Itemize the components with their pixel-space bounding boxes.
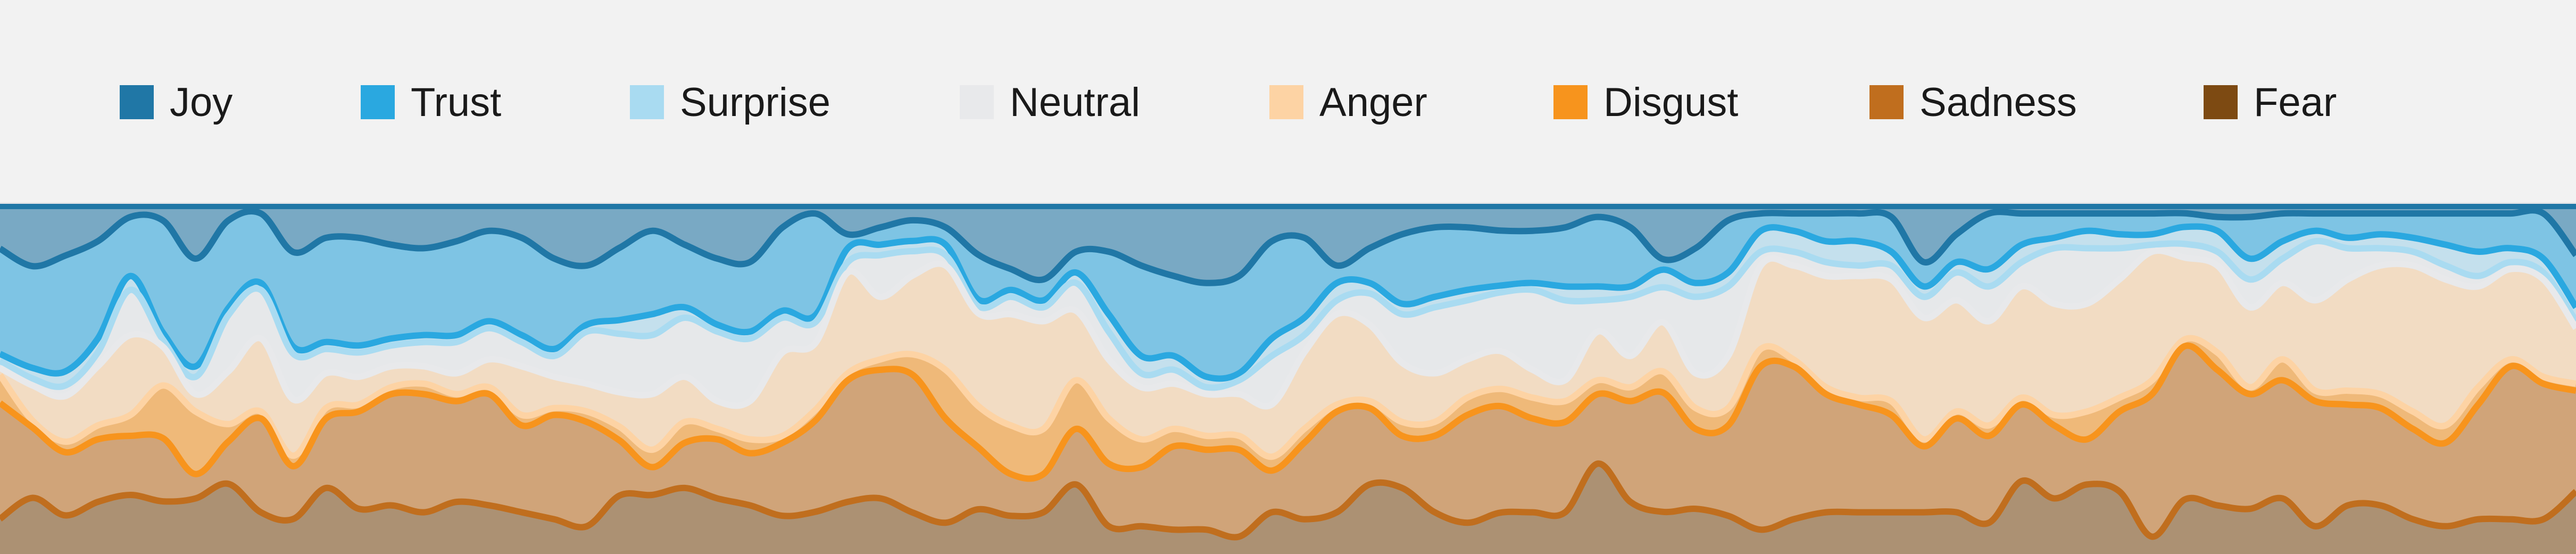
stream-boundary-sadness bbox=[0, 460, 2576, 541]
legend: Joy Trust Surprise Neutral Anger Disgust… bbox=[0, 0, 2576, 202]
legend-label-trust: Trust bbox=[411, 80, 502, 125]
stream-area-neutral[interactable] bbox=[0, 241, 2576, 407]
stream-area-disgust[interactable] bbox=[0, 338, 2576, 479]
stream-boundary-joy bbox=[0, 207, 2576, 286]
legend-swatch-neutral bbox=[960, 85, 994, 119]
stream-boundary-trust bbox=[0, 223, 2576, 382]
legend-swatch-sadness bbox=[1869, 85, 1904, 119]
stream-area-fear[interactable] bbox=[0, 464, 2576, 554]
legend-swatch-surprise bbox=[630, 85, 664, 119]
legend-swatch-disgust bbox=[1553, 85, 1588, 119]
legend-swatch-fear bbox=[2204, 85, 2238, 119]
stream-layers bbox=[0, 206, 2576, 554]
legend-label-neutral: Neutral bbox=[1010, 80, 1140, 125]
legend-label-disgust: Disgust bbox=[1603, 80, 1739, 125]
stream-area-sadness[interactable] bbox=[0, 345, 2576, 538]
legend-swatch-joy bbox=[120, 85, 154, 119]
legend-label-joy: Joy bbox=[170, 80, 233, 125]
stream-plot bbox=[0, 202, 2576, 554]
stream-boundary-anger bbox=[0, 335, 2576, 460]
legend-swatch-anger bbox=[1269, 85, 1303, 119]
stream-area-trust[interactable] bbox=[0, 210, 2576, 379]
legend-label-sadness: Sadness bbox=[1919, 80, 2077, 125]
stream-area-joy[interactable] bbox=[0, 206, 2576, 283]
legend-label-surprise: Surprise bbox=[680, 80, 830, 125]
legend-label-fear: Fear bbox=[2254, 80, 2337, 125]
legend-swatch-trust bbox=[361, 85, 395, 119]
stream-boundary-neutral bbox=[0, 247, 2576, 410]
stream-boundary-surprise bbox=[0, 237, 2576, 391]
stream-boundary-disgust bbox=[0, 342, 2576, 482]
legend-label-anger: Anger bbox=[1319, 80, 1427, 125]
stream-area-anger[interactable] bbox=[0, 250, 2576, 457]
